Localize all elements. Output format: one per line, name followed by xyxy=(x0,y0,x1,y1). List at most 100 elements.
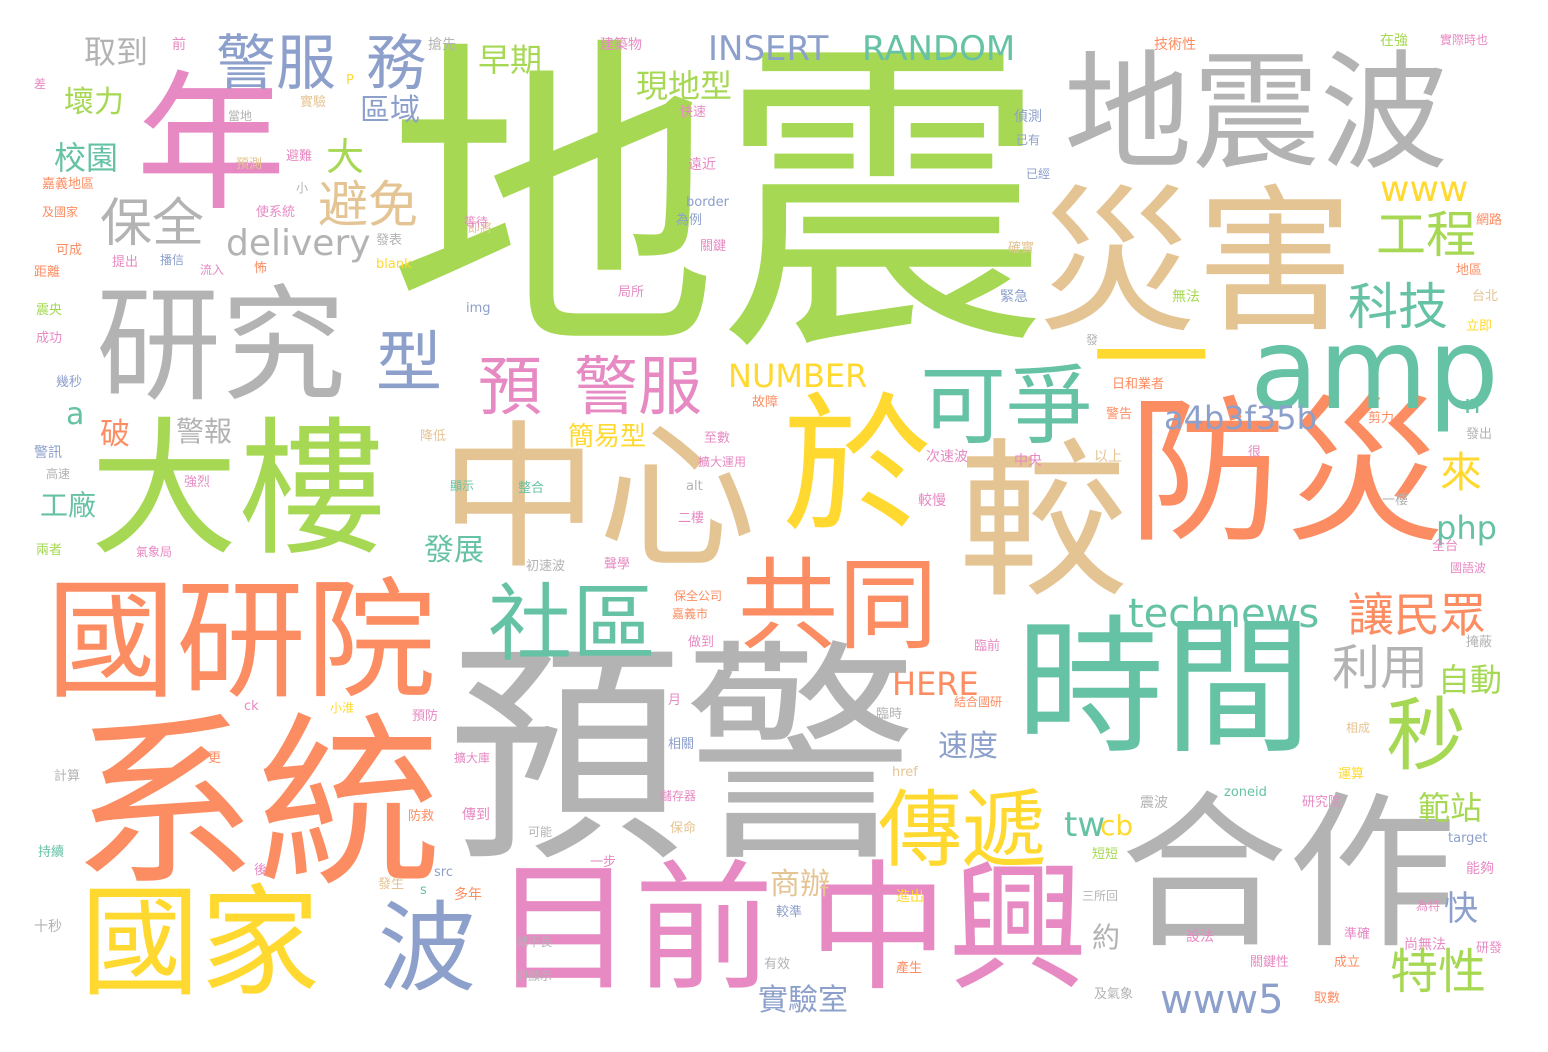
word: 為例 xyxy=(676,213,703,228)
word: 預防 xyxy=(412,709,439,724)
word: 台北 xyxy=(1472,289,1499,304)
word: 流入 xyxy=(200,263,225,277)
word: 大 xyxy=(326,135,365,179)
word: 故障 xyxy=(752,395,779,410)
word: 偵測 xyxy=(1014,109,1042,125)
word: 型 xyxy=(376,324,442,401)
word: 一樓 xyxy=(1382,493,1409,508)
word: img xyxy=(466,301,491,316)
word: 局所 xyxy=(618,285,645,300)
word: 確實 xyxy=(1008,241,1035,256)
word: 準確 xyxy=(1344,927,1371,942)
word: 科技 xyxy=(1348,278,1448,336)
word: 取數 xyxy=(1314,991,1341,1006)
word: 成立 xyxy=(1334,955,1361,970)
word: technews xyxy=(1128,591,1320,637)
word: zoneid xyxy=(1224,785,1267,800)
word: 聲學 xyxy=(604,557,631,572)
word: 次速波 xyxy=(926,449,968,465)
word: n xyxy=(1464,390,1481,420)
word: 更 xyxy=(208,751,222,766)
word: 實際時也 xyxy=(1440,33,1489,47)
word: 約 xyxy=(1092,921,1121,954)
word: cb xyxy=(1100,809,1134,842)
word: 避難 xyxy=(286,149,313,164)
word: 小 xyxy=(296,181,309,195)
word: 自動 xyxy=(1438,661,1503,699)
word: 嘉義市 xyxy=(672,607,709,621)
word: 顯示 xyxy=(450,479,475,493)
word: 秒 xyxy=(1386,689,1466,782)
word: 兩者 xyxy=(36,543,63,558)
word: 取到 xyxy=(84,33,149,71)
word: 氣象局 xyxy=(136,545,173,559)
word: 十秒 xyxy=(34,919,62,935)
word: 怖 xyxy=(254,261,268,276)
word: 為特 xyxy=(1416,899,1441,913)
word: 發 xyxy=(1086,333,1099,347)
word: target xyxy=(1448,831,1488,846)
word: 利用 xyxy=(1332,640,1429,696)
word: 相成 xyxy=(1346,721,1371,735)
word: 幾秒 xyxy=(56,375,83,390)
word: 及氣象 xyxy=(1094,987,1134,1002)
word: 預測 xyxy=(236,157,263,172)
word: 尚無法 xyxy=(1404,937,1446,953)
word: 儲存器 xyxy=(660,789,697,803)
word: 進出 xyxy=(896,889,924,905)
word: 強烈 xyxy=(184,475,211,490)
word: 保全公司 xyxy=(674,589,723,603)
word: href xyxy=(892,765,918,780)
word: 研發 xyxy=(1476,941,1503,956)
word: 差 xyxy=(34,77,47,91)
word: 壞力 xyxy=(64,85,124,120)
word: 整合 xyxy=(518,481,545,496)
word: 臨前 xyxy=(974,639,1001,654)
word: 有效 xyxy=(764,957,791,972)
word: 保命 xyxy=(670,821,697,836)
word: 關鍵性 xyxy=(1250,955,1290,970)
word: src xyxy=(434,865,453,880)
word: 等待 xyxy=(464,215,489,229)
word: 播信 xyxy=(160,253,185,267)
word: 提出 xyxy=(112,255,139,270)
word: 發展 xyxy=(424,533,484,568)
word: delivery xyxy=(226,223,371,264)
word: 較慢 xyxy=(918,493,946,509)
word: 搶先 xyxy=(428,37,456,53)
word: 災害 xyxy=(1038,171,1354,355)
word: 較準 xyxy=(776,905,803,920)
word: RANDOM xyxy=(862,29,1016,69)
word: 遠近 xyxy=(688,157,716,173)
word: 區域 xyxy=(360,93,420,128)
word: 即將 xyxy=(468,221,493,235)
word: 傳遞 xyxy=(878,781,1047,879)
word: 可能 xyxy=(528,825,553,839)
word: 後 xyxy=(254,863,268,878)
word: 一步 xyxy=(590,855,617,870)
word: P xyxy=(346,73,354,88)
word: 日和業者 xyxy=(1112,377,1165,392)
word: 月 xyxy=(668,693,682,708)
word: alt xyxy=(686,479,703,494)
word: 預警 xyxy=(448,621,918,894)
word: 震波 xyxy=(1140,795,1168,811)
word: 防救 xyxy=(408,809,435,824)
word: 中央 xyxy=(1014,453,1042,469)
word: a xyxy=(66,397,85,432)
word: 距離 xyxy=(34,265,61,280)
word: 及國家 xyxy=(42,205,79,219)
word: 無法 xyxy=(1172,289,1200,305)
word: 短短 xyxy=(1092,847,1119,862)
word: 產生 xyxy=(896,961,923,976)
word: amp xyxy=(1250,305,1499,435)
word: a4b3f35b xyxy=(1164,399,1317,437)
word: 波 xyxy=(378,892,477,1006)
word: 至數 xyxy=(704,431,731,446)
word: 早期 xyxy=(478,41,543,79)
word: 校園 xyxy=(54,139,119,177)
word: 地震波 xyxy=(1064,39,1449,188)
word: 臨時 xyxy=(876,707,903,722)
word: 關鍵 xyxy=(700,239,727,254)
word: 成功 xyxy=(36,331,63,346)
